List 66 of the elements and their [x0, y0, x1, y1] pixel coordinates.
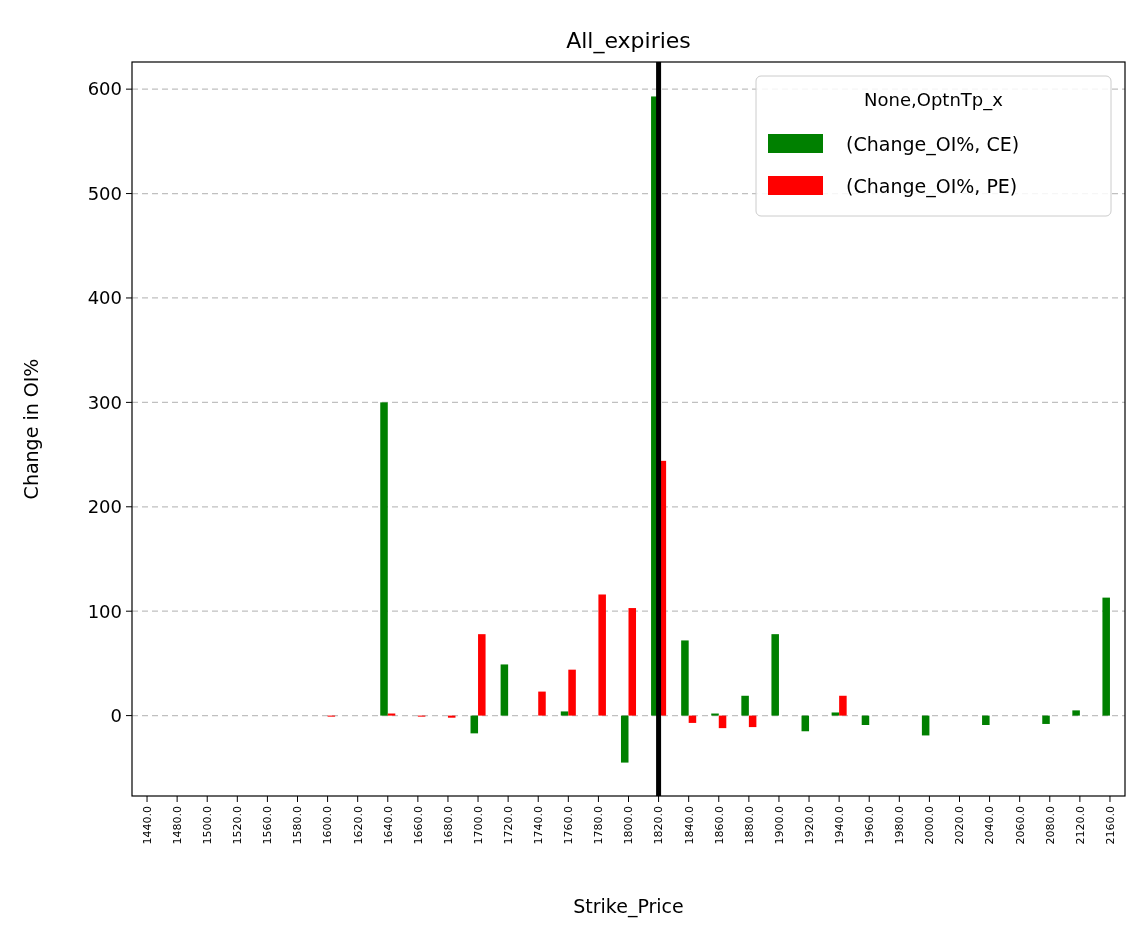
- y-tick-label: 400: [87, 287, 122, 309]
- y-tick-label: 600: [87, 78, 122, 100]
- x-axis-title: Strike_Price: [573, 895, 684, 918]
- bar: [478, 634, 486, 716]
- bar: [560, 711, 569, 716]
- y-tick-label: 100: [87, 600, 122, 622]
- bar: [620, 715, 629, 763]
- bar: [748, 715, 757, 728]
- y-tick-label: 0: [110, 704, 122, 726]
- x-tick-label: 1560.0: [261, 806, 275, 845]
- x-tick-label: 1480.0: [170, 806, 184, 845]
- bar: [831, 712, 840, 716]
- x-tick-label: 1880.0: [742, 806, 756, 845]
- y-axis-title: Change in OI%: [20, 358, 42, 500]
- x-tick-label: 1500.0: [201, 806, 215, 845]
- bar: [1042, 715, 1050, 724]
- bar: [982, 715, 990, 725]
- x-tick-label: 1980.0: [893, 806, 907, 845]
- bar: [628, 608, 637, 716]
- bar: [839, 695, 847, 716]
- x-tick-label: 2120.0: [1073, 806, 1087, 845]
- x-tick-label: 1600.0: [321, 806, 335, 845]
- x-tick-label: 1900.0: [772, 806, 786, 845]
- x-tick-label: 1660.0: [411, 806, 425, 845]
- x-tick-label: 2060.0: [1013, 806, 1027, 845]
- x-tick-label: 1640.0: [381, 806, 395, 845]
- x-tick-label: 1760.0: [562, 806, 576, 845]
- x-tick-label: 1920.0: [802, 806, 816, 845]
- legend-label: (Change_OI%, CE): [840, 132, 1020, 156]
- x-tick-label: 1800.0: [622, 806, 636, 845]
- bar: [500, 664, 509, 716]
- x-tick-label: 1780.0: [592, 806, 606, 845]
- y-tick-label: 300: [87, 391, 122, 413]
- bar: [380, 402, 388, 716]
- x-tick-label: 1580.0: [291, 806, 305, 845]
- x-tick-label: 2160.0: [1103, 806, 1117, 845]
- x-tick-label: 1840.0: [682, 806, 696, 845]
- x-tick-label: 2020.0: [953, 806, 967, 845]
- x-tick-label: 1740.0: [532, 806, 546, 845]
- bar: [771, 634, 779, 716]
- y-tick-label: 200: [87, 496, 122, 518]
- bar: [538, 691, 546, 716]
- x-tick-label: 1940.0: [832, 806, 846, 845]
- x-tick-label: 1720.0: [501, 806, 515, 845]
- bar: [681, 640, 689, 716]
- bar: [741, 695, 749, 716]
- x-tick-label: 1960.0: [863, 806, 877, 845]
- bar: [598, 594, 606, 716]
- legend-title: None,OptnTp_x: [864, 89, 1004, 111]
- x-tick-label: 1820.0: [652, 806, 666, 845]
- bar: [1072, 710, 1080, 716]
- x-tick-label: 2000.0: [923, 806, 937, 845]
- bar: [568, 669, 576, 716]
- chart-title: All_expiries: [566, 28, 691, 54]
- x-tick-label: 2040.0: [983, 806, 997, 845]
- x-tick-label: 1680.0: [441, 806, 455, 845]
- x-tick-label: 1860.0: [712, 806, 726, 845]
- x-tick-label: 1440.0: [140, 806, 154, 845]
- x-tick-label: 1520.0: [231, 806, 245, 845]
- bar: [1102, 597, 1110, 716]
- y-tick-label: 500: [87, 182, 122, 204]
- legend-label: (Change_OI%, PE): [840, 174, 1018, 198]
- x-tick-label: 1700.0: [471, 806, 485, 845]
- x-tick-label: 1620.0: [351, 806, 365, 845]
- bar: [711, 713, 719, 716]
- x-tick-label: 2080.0: [1043, 806, 1057, 845]
